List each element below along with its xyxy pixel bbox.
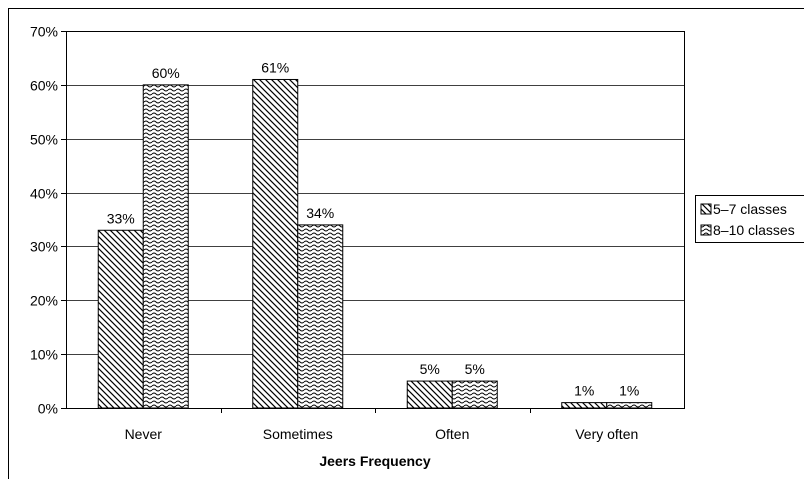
data-label-very-often-8-10-classes: 1% <box>619 383 639 399</box>
x-category-sometimes: Sometimes <box>263 426 333 442</box>
bar-often-8-10-classes <box>451 380 498 409</box>
bar-sometimes-8-10-classes <box>297 224 344 409</box>
data-label-never-5-7-classes: 33% <box>107 210 135 226</box>
bar-often-5-7-classes <box>406 380 453 409</box>
y-tick-label-10: 10% <box>30 347 58 363</box>
y-tick-label-20: 20% <box>30 293 58 309</box>
y-tick-label-30: 30% <box>30 239 58 255</box>
legend-label-5-7-classes: 5–7 classes <box>713 201 787 217</box>
y-tick-label-60: 60% <box>30 78 58 94</box>
bar-never-5-7-classes <box>97 229 144 409</box>
legend-swatch-5-7-classes <box>700 203 712 215</box>
y-tick-label-0: 0% <box>38 401 58 417</box>
y-axis-ticks: 0% 10% 20% 30% 40% 50% 60% 70% <box>30 24 66 417</box>
x-category-often: Often <box>435 426 469 442</box>
legend-swatch-8-10-classes <box>700 224 712 236</box>
bar-very-often-8-10-classes <box>606 402 653 409</box>
bar-sometimes-5-7-classes <box>252 78 299 409</box>
legend: 5–7 classes 8–10 classes <box>695 195 804 243</box>
bar-never-8-10-classes <box>142 84 189 409</box>
legend-box <box>695 195 804 243</box>
y-tick-label-70: 70% <box>30 24 58 40</box>
bars <box>97 78 653 409</box>
legend-label-8-10-classes: 8–10 classes <box>713 222 795 238</box>
x-axis-title: Jeers Frequency <box>319 453 430 469</box>
data-label-never-8-10-classes: 60% <box>152 65 180 81</box>
data-labels: 33% 60% 61% 34% 5% 5% 1% 1% <box>107 59 640 398</box>
x-category-never: Never <box>125 426 163 442</box>
bar-very-often-5-7-classes <box>561 402 608 409</box>
y-tick-label-50: 50% <box>30 132 58 148</box>
y-tick-label-40: 40% <box>30 186 58 202</box>
data-label-sometimes-5-7-classes: 61% <box>261 59 289 75</box>
x-category-very-often: Very often <box>575 426 638 442</box>
data-label-often-5-7-classes: 5% <box>420 361 440 377</box>
x-axis-categories: Never Sometimes Often Very often <box>125 408 638 442</box>
chart-frame <box>8 8 804 479</box>
data-label-sometimes-8-10-classes: 34% <box>306 205 334 221</box>
data-label-very-often-5-7-classes: 1% <box>574 383 594 399</box>
data-label-often-8-10-classes: 5% <box>465 361 485 377</box>
